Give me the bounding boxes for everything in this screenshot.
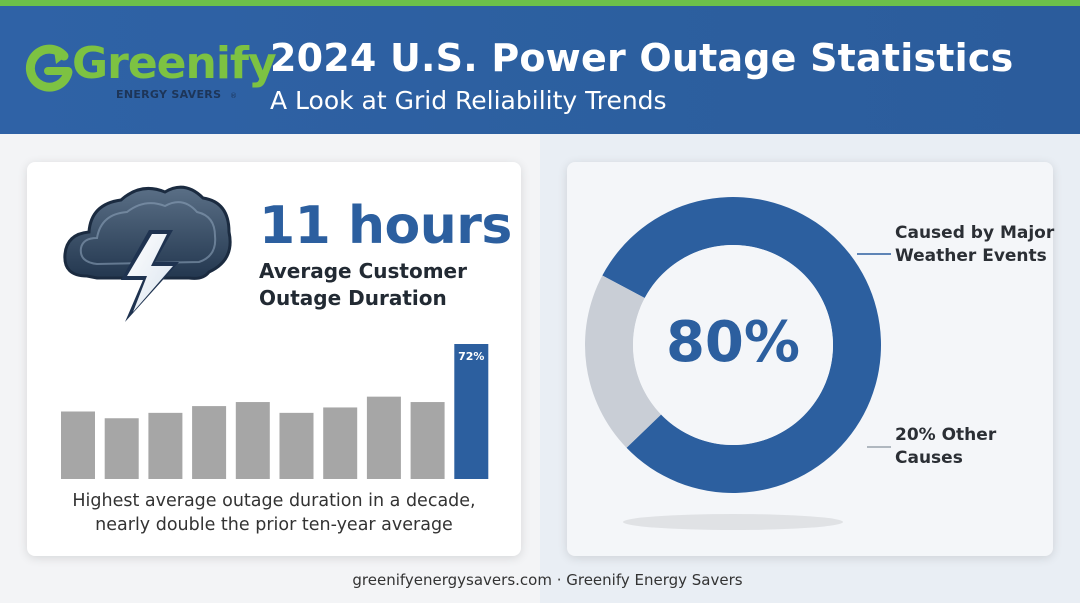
bar-chart: 72% <box>61 344 489 479</box>
bar <box>61 411 95 479</box>
stat-label: Average Customer Outage Duration <box>259 259 467 310</box>
stat-number: 11 hours <box>259 196 512 256</box>
donut-chart <box>585 197 891 530</box>
donut-shadow <box>623 514 843 530</box>
greenify-g-icon <box>25 44 73 92</box>
bar <box>410 402 445 479</box>
header-banner: Greenify ENERGY SAVERS ® 2024 U.S. Power… <box>0 6 1080 134</box>
logo-wordmark: Greenify <box>72 38 277 89</box>
greenify-logo: Greenify ENERGY SAVERS ® <box>24 36 277 108</box>
donut-hole <box>633 245 833 445</box>
bar <box>148 412 183 479</box>
bar <box>279 412 314 479</box>
weather-causes-card: 80% Caused by Major Weather Events 20% O… <box>567 162 1055 556</box>
footer-credit: greenifyenergysavers.com · Greenify Ener… <box>352 571 743 589</box>
chart-caption: Highest average outage duration in a dec… <box>27 489 521 537</box>
bar-highlight <box>454 344 489 479</box>
donut-slice-other-causes <box>585 275 662 448</box>
outage-duration-card: 11 hours Average Customer Outage Duratio… <box>27 162 521 556</box>
logo-registered-mark: ® <box>230 92 237 100</box>
page-subtitle: A Look at Grid Reliability Trends <box>270 86 667 115</box>
bar <box>323 407 358 479</box>
logo-tagline: ENERGY SAVERS <box>116 88 222 101</box>
donut-center-value: 80% <box>665 310 801 375</box>
donut-slice-major-weather <box>602 197 881 494</box>
cloud-lightning-icon <box>63 185 232 322</box>
bar <box>104 418 139 479</box>
label-other-causes: 20% Other Causes <box>895 425 997 468</box>
caption-line-1: Highest average outage duration in a dec… <box>72 491 476 511</box>
page-title: 2024 U.S. Power Outage Statistics <box>270 36 1014 80</box>
bar-data-label: 72% <box>458 350 484 363</box>
bar <box>235 402 270 479</box>
top-accent-line <box>0 0 1080 6</box>
caption-line-2: nearly double the prior ten-year average <box>95 515 453 535</box>
label-major-weather: Caused by Major Weather Events <box>895 223 1055 266</box>
bar <box>192 406 227 479</box>
bar <box>366 396 401 479</box>
